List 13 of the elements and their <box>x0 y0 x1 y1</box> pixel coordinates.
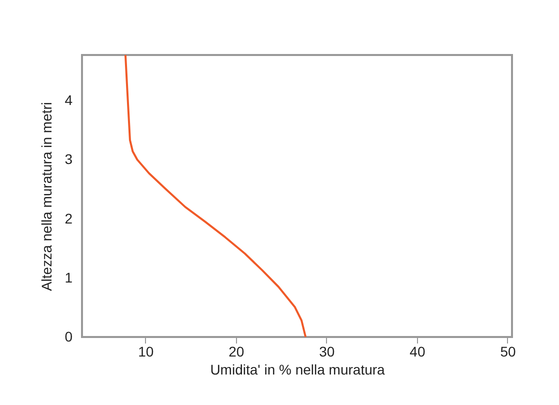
x-axis-title: Umidita' in % nella muratura <box>210 362 386 378</box>
y-tick-label: 3 <box>64 151 73 168</box>
x-tick-label: 10 <box>138 344 154 360</box>
x-tick-label: 40 <box>410 344 426 360</box>
x-tick-label: 20 <box>228 344 244 360</box>
y-tick-label: 1 <box>64 269 73 286</box>
x-tick-label: 50 <box>500 344 516 360</box>
y-axis-title: Altezza nella muratura in metri <box>38 102 55 292</box>
y-tick-label: 4 <box>64 92 73 108</box>
line-series <box>124 55 307 337</box>
y-tick-label: 0 <box>64 328 73 344</box>
y-tick-label: 2 <box>64 210 73 226</box>
x-tick-label: 30 <box>319 344 335 360</box>
